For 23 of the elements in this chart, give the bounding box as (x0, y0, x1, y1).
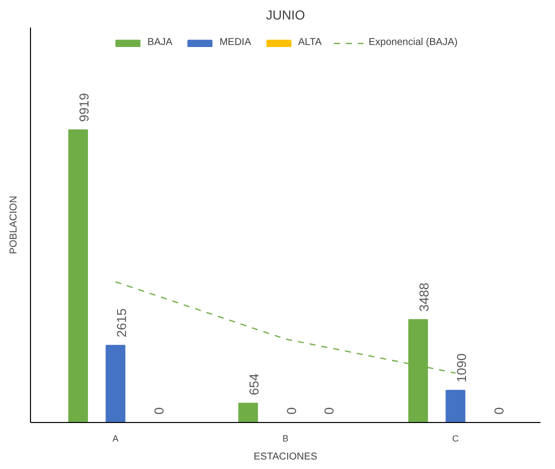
data-label: 0 (151, 407, 166, 414)
legend-label: ALTA (298, 37, 322, 48)
data-label: 654 (246, 374, 262, 396)
data-label: 9919 (76, 92, 92, 122)
data-label: 1090 (454, 353, 469, 382)
bar (106, 344, 126, 422)
x-tick-label: C (452, 434, 460, 444)
y-axis-title: POBLACION (8, 196, 20, 254)
bar (68, 129, 88, 422)
legend-label: Exponencial (BAJA) (368, 37, 458, 48)
x-tick-label: B (282, 434, 289, 444)
data-label: 0 (321, 407, 336, 414)
legend-label: MEDIA (219, 37, 252, 48)
data-label: 0 (284, 407, 299, 414)
data-label: 0 (491, 407, 506, 414)
bar (238, 402, 258, 422)
data-label: 2615 (114, 308, 129, 338)
bar (446, 390, 466, 422)
chart-title: JUNIO (266, 8, 305, 22)
x-tick-label: A (112, 434, 119, 444)
legend-label: BAJA (147, 37, 172, 48)
data-label: 3488 (416, 282, 432, 312)
x-axis-title: ESTACIONES (254, 452, 318, 462)
